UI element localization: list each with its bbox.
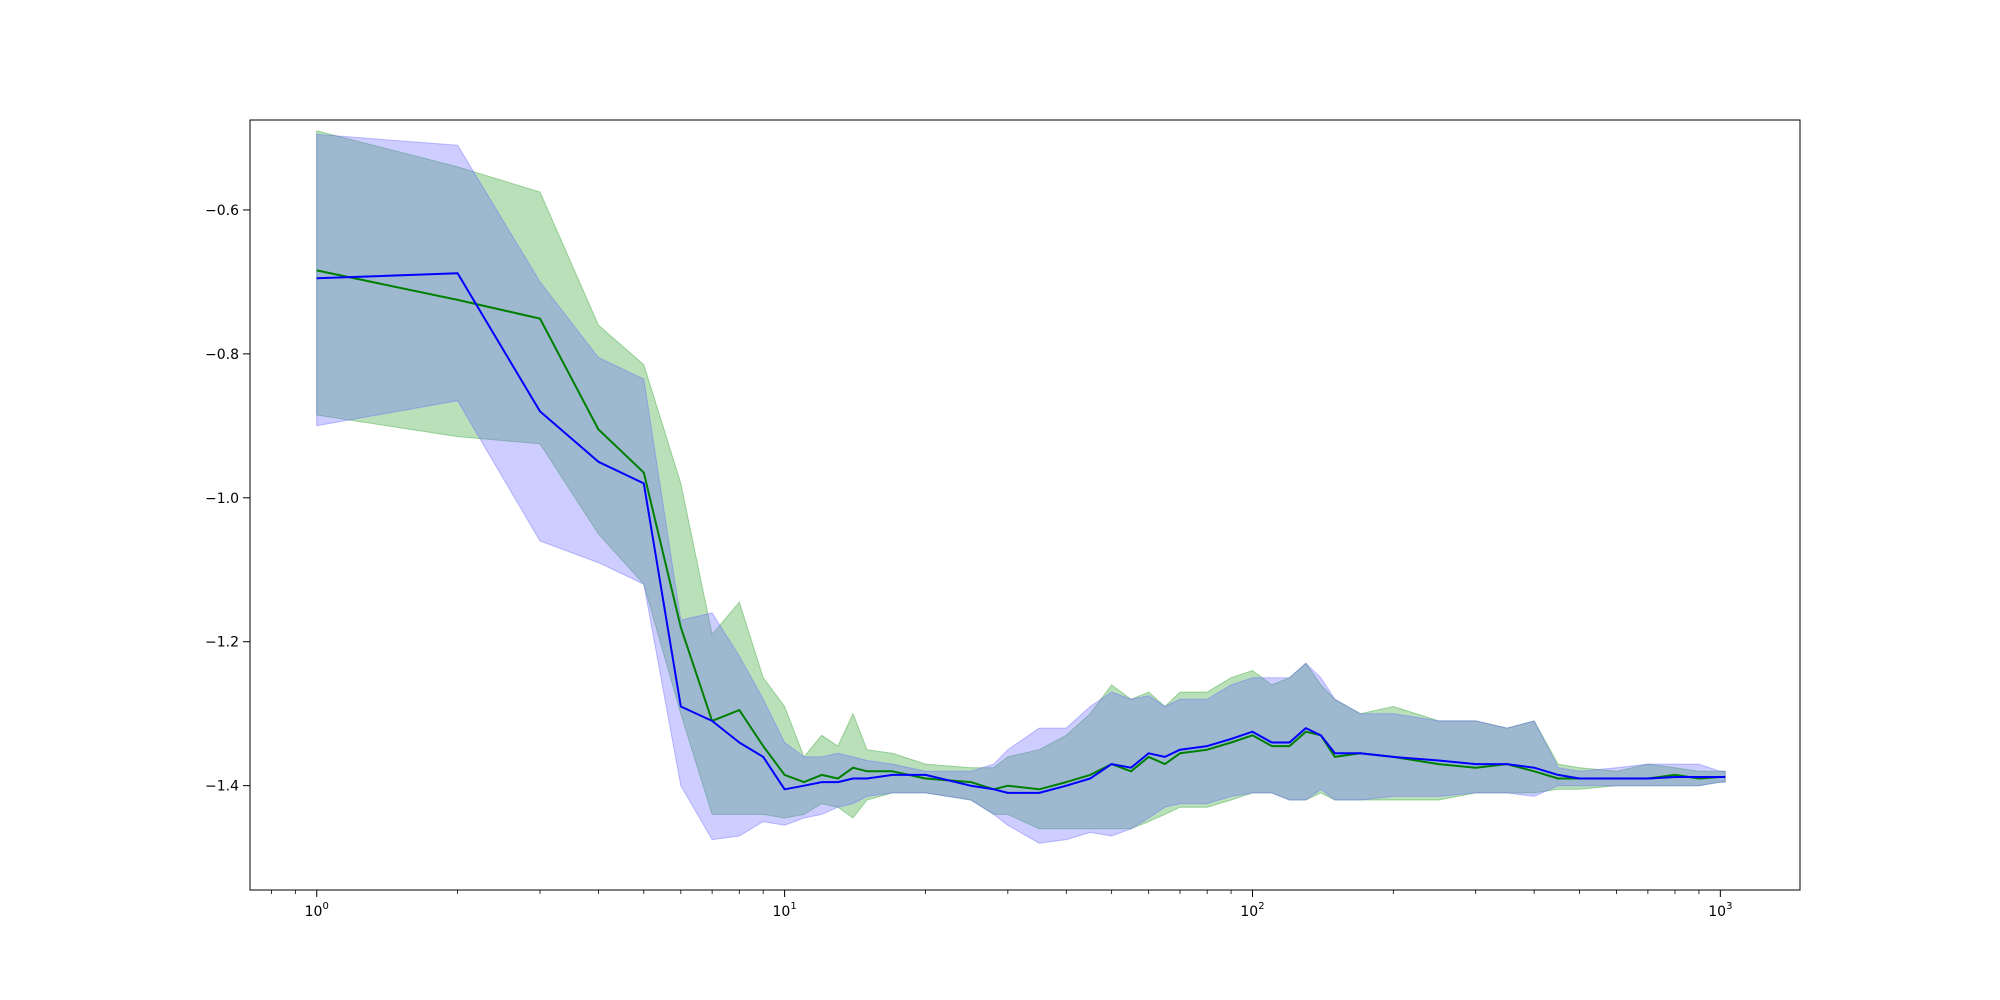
x-axis: 100 101 102 103 bbox=[271, 890, 1732, 920]
series-1-line bbox=[316, 269, 1726, 791]
series-lines bbox=[316, 269, 1726, 794]
x-tick-label: 100 bbox=[305, 901, 329, 920]
x-tick-label: 101 bbox=[773, 901, 797, 920]
y-tick-label: −0.6 bbox=[205, 203, 239, 219]
y-tick-label: −1.4 bbox=[205, 779, 239, 795]
y-tick-label: −1.0 bbox=[205, 491, 239, 507]
axes-frame bbox=[249, 119, 1801, 891]
y-tick-label: −1.2 bbox=[205, 635, 239, 651]
series-1-band bbox=[316, 130, 1726, 830]
y-axis: −0.6 −0.8 −1.0 −1.2 −1.4 bbox=[205, 203, 250, 795]
series-2-line bbox=[316, 272, 1726, 794]
series-2-band bbox=[316, 133, 1726, 844]
x-tick-label: 103 bbox=[1708, 901, 1732, 920]
confidence-bands bbox=[316, 130, 1726, 844]
y-tick-label: −0.8 bbox=[205, 347, 239, 363]
x-tick-label: 102 bbox=[1240, 901, 1264, 920]
